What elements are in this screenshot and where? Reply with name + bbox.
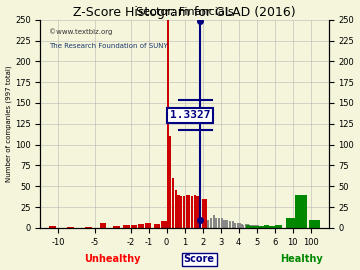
Bar [249,224,252,228]
Bar [172,178,174,228]
Text: 1.3327: 1.3327 [170,110,210,120]
Bar [264,225,269,228]
Text: Healthy: Healthy [280,254,323,265]
Bar [256,225,260,228]
Bar [252,224,256,228]
Bar [253,226,257,228]
Bar [245,224,249,228]
Bar [275,225,282,228]
Bar [123,225,130,228]
Bar [169,136,171,228]
Bar [212,215,215,228]
Bar [242,224,244,228]
Bar [229,221,231,228]
Bar [167,20,169,228]
Bar [177,195,180,228]
Bar [221,218,223,228]
Bar [285,218,298,228]
Bar [237,223,239,228]
Bar [210,218,212,228]
Bar [175,190,177,228]
Bar [269,226,275,228]
Bar [224,220,226,228]
Bar [154,224,160,228]
Bar [85,227,92,228]
Text: Sector: Financials: Sector: Financials [136,6,233,16]
Bar [294,195,307,228]
Bar [188,195,190,228]
Bar [260,226,264,228]
Bar [215,218,217,228]
Bar [204,199,207,228]
Bar [100,223,106,228]
Bar [183,196,185,228]
Bar [240,224,243,228]
Bar [239,223,241,228]
Bar [67,227,74,228]
Bar [218,218,220,228]
Bar [202,199,204,228]
Bar [260,226,263,228]
Bar [249,226,253,228]
Bar [196,196,198,228]
Text: ©www.textbiz.org: ©www.textbiz.org [49,28,112,35]
Bar [207,220,209,228]
Bar [226,220,228,228]
Bar [246,225,249,228]
Y-axis label: Number of companies (997 total): Number of companies (997 total) [5,65,12,182]
Bar [234,223,237,228]
Bar [191,196,193,228]
Bar [180,196,182,228]
Bar [138,224,144,228]
Text: Score: Score [184,254,215,265]
Bar [185,195,188,228]
Bar [145,223,151,228]
Bar [199,196,201,228]
Bar [231,221,234,228]
Bar [257,226,260,228]
Title: Z-Score Histogram for GLAD (2016): Z-Score Histogram for GLAD (2016) [73,6,296,19]
Bar [131,224,137,228]
Bar [194,195,196,228]
Bar [161,221,167,228]
Bar [309,220,320,228]
Text: Unhealthy: Unhealthy [84,254,141,265]
Text: The Research Foundation of SUNY: The Research Foundation of SUNY [49,43,168,49]
Bar [113,226,120,228]
Bar [49,226,56,228]
